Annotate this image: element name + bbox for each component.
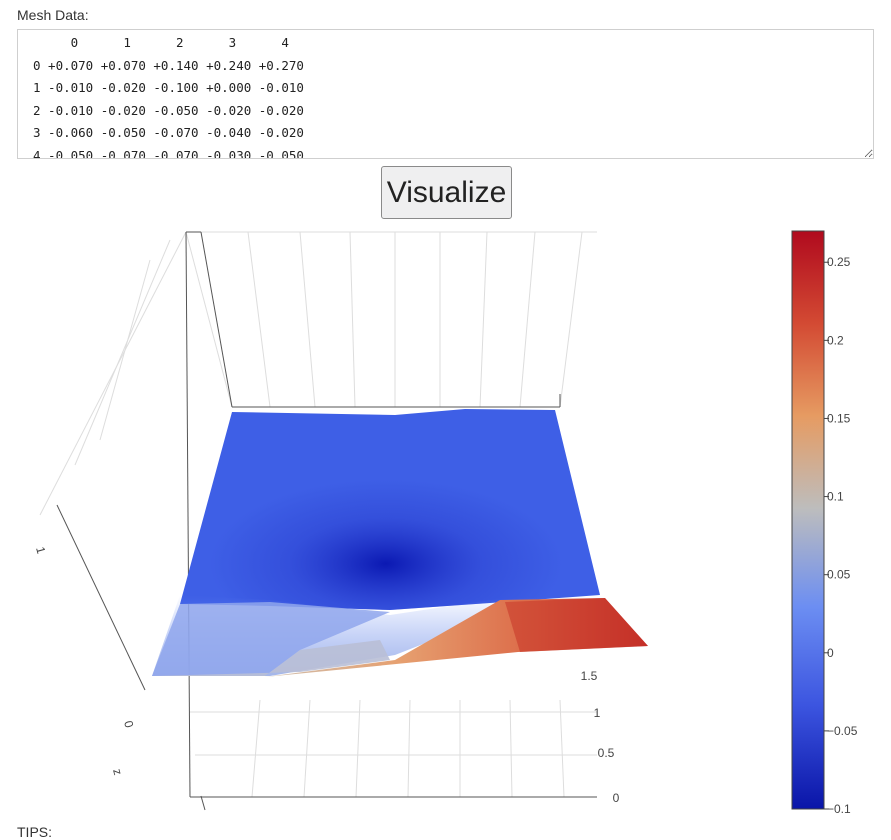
colorbar-tick-label: 0 [827,646,834,660]
plot-grid [39,231,597,798]
surface-mesh [152,409,648,677]
mesh-data-textarea[interactable]: 0 1 2 3 4 0 +0.070 +0.070 +0.140 +0.240 … [17,29,874,159]
colorbar-tick-label: 0.05 [827,568,851,582]
colorbar-tick-label: 0.15 [827,411,851,425]
y-tick-label: 0 [121,719,136,729]
colorbar-tick-label: −0.1 [827,802,851,816]
plot-axes [56,231,597,811]
z-axis-tick-labels: 1.5 1 0.5 0 [581,669,620,805]
z-tick-label: 0 [613,791,620,805]
colorbar-gradient [791,230,825,810]
tips-label: TIPS: [17,824,53,840]
y-tick-label: 1 [33,545,48,555]
mesh-data-label: Mesh Data: [17,7,89,23]
y-axis-labels: 1 0 z [33,545,136,776]
surface-plot[interactable]: 1.5 1 0.5 0 1 0 z 0.25 0.2 0.15 0.1 0.05 0 −0.… [0,225,891,825]
z-tick-label: 0.5 [598,746,615,760]
z-tick-label: 1 [594,706,601,720]
colorbar-tick-label: 0.1 [827,490,844,504]
z-axis-title: z [110,767,125,776]
colorbar: 0.25 0.2 0.15 0.1 0.05 0 −0.05 −0.1 [791,230,858,816]
colorbar-tick-label: −0.05 [827,724,858,738]
colorbar-tick-label: 0.2 [827,333,844,347]
colorbar-tick-label: 0.25 [827,255,851,269]
z-tick-label: 1.5 [581,669,598,683]
visualize-button[interactable]: Visualize [381,166,512,219]
